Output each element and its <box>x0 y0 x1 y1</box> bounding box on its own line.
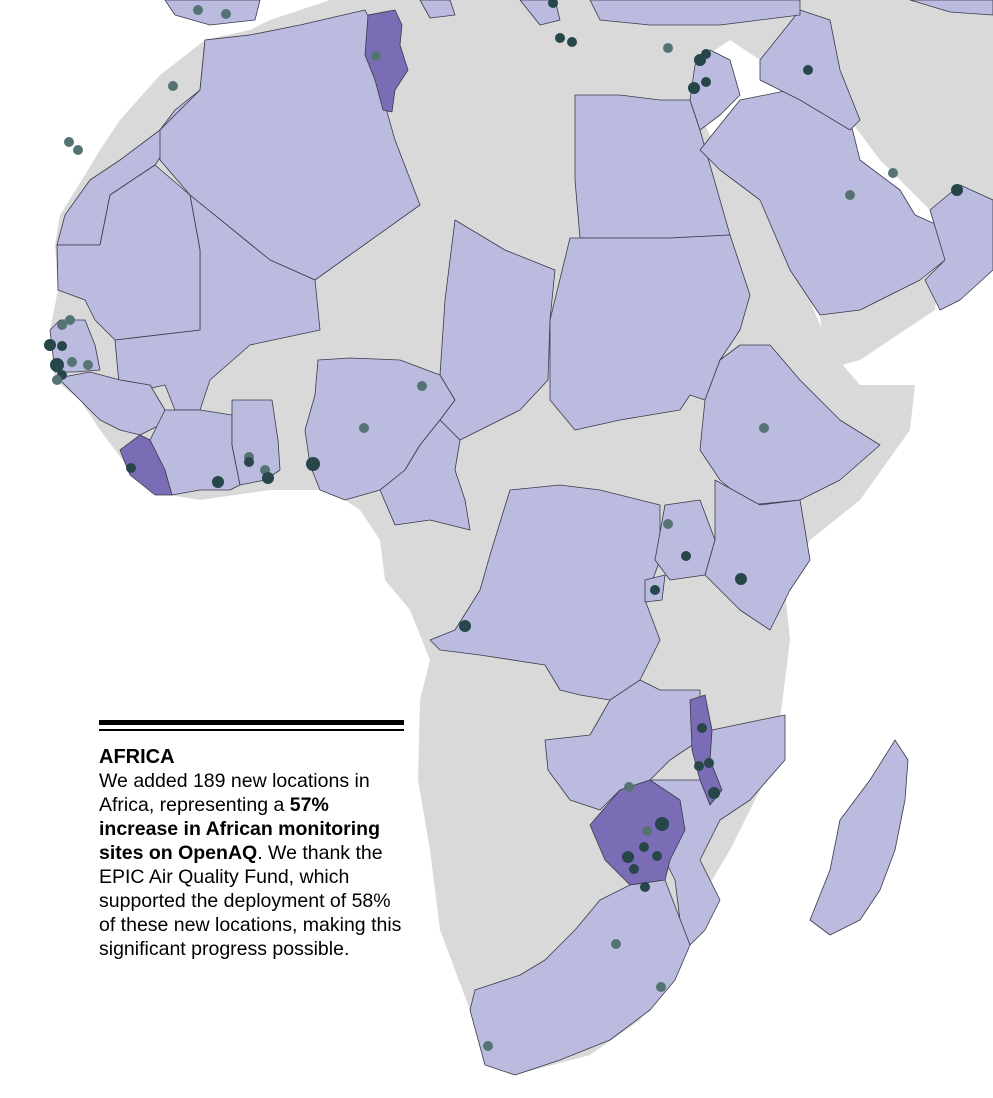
location-dot <box>759 423 769 433</box>
country-oman <box>924 184 993 311</box>
location-dot <box>704 758 714 768</box>
africa-callout: AFRICA We added 189 new locations in Afr… <box>99 720 404 961</box>
location-dot <box>221 9 231 19</box>
location-dot <box>371 51 381 61</box>
country-spain <box>164 0 261 26</box>
location-dot <box>888 168 898 178</box>
country-ethiopia <box>699 344 881 506</box>
country-ghana <box>231 399 281 486</box>
location-dot <box>803 65 813 75</box>
location-dot <box>688 82 700 94</box>
location-dot <box>845 190 855 200</box>
location-dot <box>483 1041 493 1051</box>
double-rule-thick <box>99 720 404 725</box>
country-zambia <box>544 679 701 811</box>
country-italy <box>419 0 456 19</box>
location-dot <box>655 817 669 831</box>
location-dot <box>126 463 136 473</box>
callout-text-bold: 57% increase in African monitoring sites… <box>99 794 380 864</box>
location-dot <box>652 851 662 861</box>
location-dot <box>168 81 178 91</box>
location-dot <box>663 43 673 53</box>
country-madagascar <box>809 739 909 936</box>
location-dot <box>701 49 711 59</box>
country-sudan <box>549 234 751 431</box>
location-dot <box>306 457 320 471</box>
country-tunisia <box>364 9 409 113</box>
location-dot <box>681 551 691 561</box>
monitoring-locations <box>44 0 963 1051</box>
location-dot <box>951 184 963 196</box>
double-rule-thin <box>99 729 404 731</box>
country-iran <box>909 0 993 16</box>
location-dot <box>701 77 711 87</box>
location-dot <box>567 37 577 47</box>
country-zimbabwe <box>589 779 686 886</box>
country-turkey <box>589 0 801 26</box>
country-jordan-israel <box>689 49 741 131</box>
country-south-africa <box>469 879 691 1076</box>
country-mauritania <box>56 164 201 341</box>
location-dot <box>656 982 666 992</box>
callout-heading: AFRICA <box>99 746 175 768</box>
countries-with-monitors <box>49 0 993 1076</box>
location-dot <box>611 939 621 949</box>
callout-text-1: We added 189 new locations in Africa, re… <box>99 770 370 816</box>
location-dot <box>622 851 634 863</box>
location-dot <box>548 0 558 8</box>
location-dot <box>83 360 93 370</box>
location-dot <box>64 137 74 147</box>
location-dot <box>697 723 707 733</box>
location-dot <box>52 375 62 385</box>
location-dot <box>50 358 64 372</box>
location-dot <box>640 882 650 892</box>
country-cote-divoire <box>149 409 241 496</box>
location-dot <box>44 339 56 351</box>
location-dot <box>629 864 639 874</box>
location-dot <box>694 761 704 771</box>
country-kenya <box>704 479 811 631</box>
location-dot <box>555 33 565 43</box>
callout-body: We added 189 new locations in Africa, re… <box>99 769 404 961</box>
location-dot <box>642 826 652 836</box>
location-dot <box>212 476 224 488</box>
location-dot <box>639 842 649 852</box>
callout-text-2: . We thank the EPIC Air Quality Fund, wh… <box>99 842 402 960</box>
location-dot <box>417 381 427 391</box>
location-dot <box>650 585 660 595</box>
location-dot <box>244 457 254 467</box>
location-dot <box>57 341 67 351</box>
location-dot <box>735 573 747 585</box>
location-dot <box>663 519 673 529</box>
location-dot <box>65 315 75 325</box>
location-dot <box>73 145 83 155</box>
location-dot <box>67 357 77 367</box>
location-dot <box>624 782 634 792</box>
country-chad <box>439 219 556 441</box>
country-egypt <box>574 94 731 239</box>
location-dot <box>262 472 274 484</box>
location-dot <box>459 620 471 632</box>
country-cameroon <box>379 419 471 531</box>
location-dot <box>57 320 67 330</box>
country-drc <box>429 484 661 701</box>
location-dot <box>193 5 203 15</box>
location-dot <box>359 423 369 433</box>
location-dot <box>708 787 720 799</box>
